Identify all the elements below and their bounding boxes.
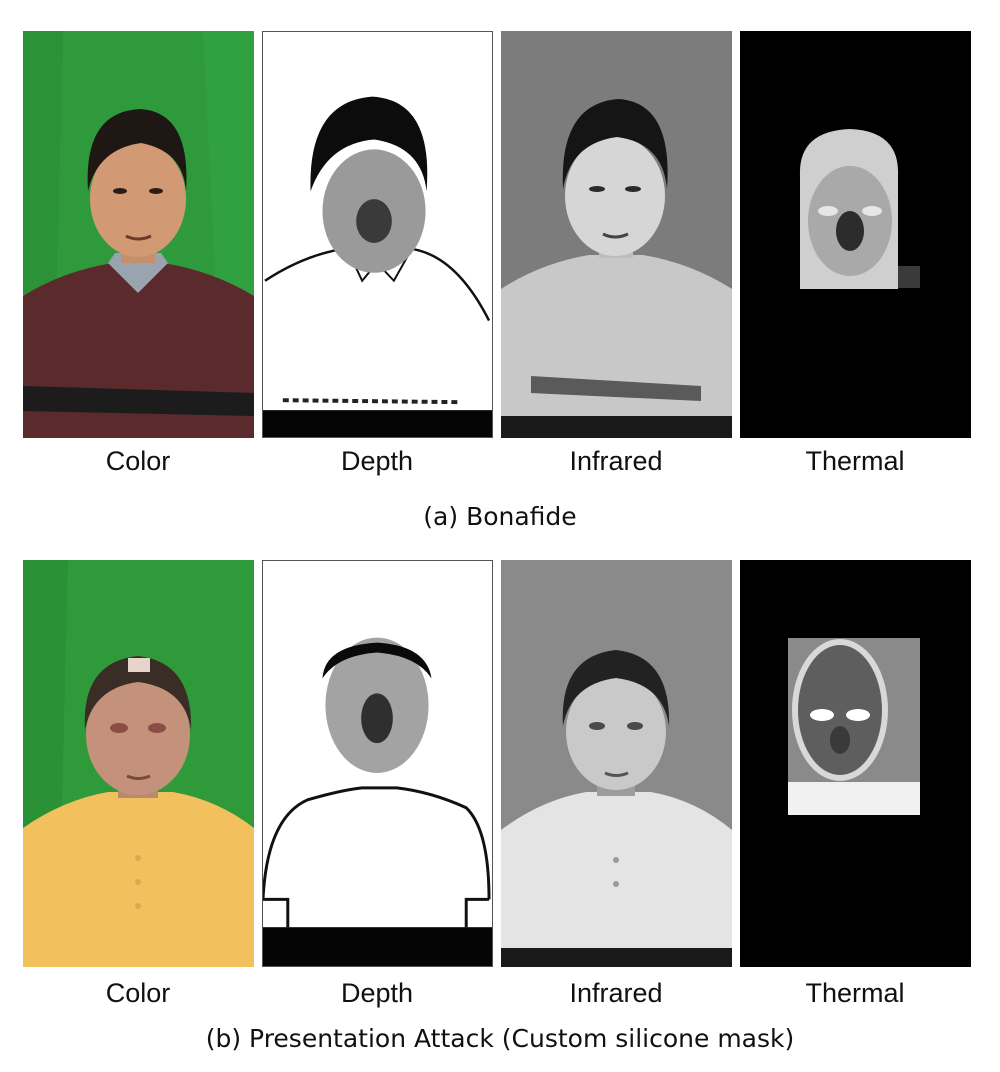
bonafide-caption: (a) Bonafide [423, 502, 577, 531]
attack-color-image [23, 560, 254, 967]
bonafide-infrared-image [501, 31, 732, 438]
attack-label-thermal: Thermal [805, 978, 905, 1008]
bonafide-label-thermal: Thermal [805, 446, 905, 476]
attack-label-color: Color [105, 978, 171, 1008]
attack-infrared-image [501, 560, 732, 967]
bonafide-label-color: Color [105, 446, 171, 476]
bonafide-color-image [23, 31, 254, 438]
bonafide-thermal-image [740, 31, 971, 438]
bonafide-depth-image [262, 31, 493, 438]
attack-caption: (b) Presentation Attack (Custom silicone… [205, 1024, 795, 1053]
attack-depth-image [262, 560, 493, 967]
attack-label-infrared: Infrared [569, 978, 663, 1008]
bonafide-label-depth: Depth [340, 446, 414, 476]
attack-thermal-image [740, 560, 971, 967]
attack-label-depth: Depth [340, 978, 414, 1008]
bonafide-label-infrared: Infrared [569, 446, 663, 476]
